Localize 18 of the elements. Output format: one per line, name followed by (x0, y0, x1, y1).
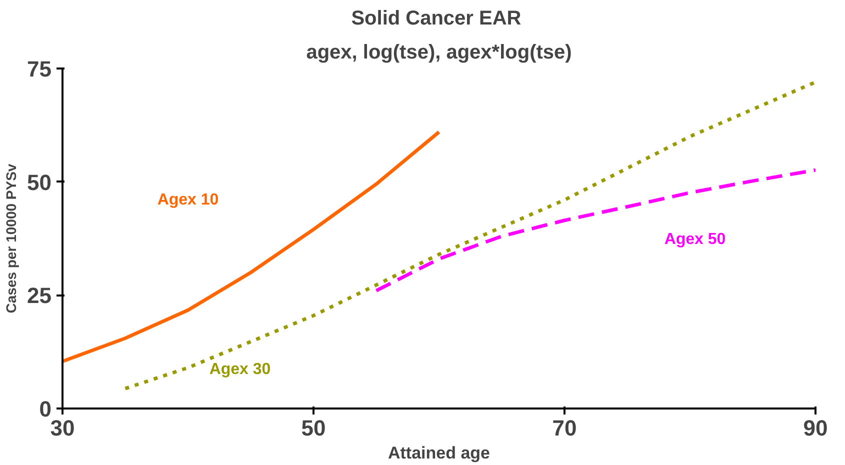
line-series (124, 80, 816, 390)
line-series (374, 168, 816, 292)
y-tick-label: 50 (27, 170, 52, 195)
line-series (62, 130, 441, 364)
x-tick-label: 50 (301, 416, 326, 440)
series-label: Agex 30 (209, 361, 271, 378)
x-tick-label: 90 (803, 416, 828, 440)
y-tick-label: 0 (39, 396, 52, 422)
text: Agex 10 (157, 192, 219, 209)
chart-subtitle: agex, log(tse), agex*log(tse) (306, 42, 572, 64)
x-tick-label: 70 (552, 416, 577, 440)
y-axis-title: Cases per 10000 PYSv (3, 164, 20, 314)
x-axis-title: Attained age (388, 444, 490, 462)
series-label: Agex 50 (664, 231, 726, 248)
y-tick-label: 25 (27, 283, 52, 308)
chart-title: Solid Cancer EAR (351, 8, 522, 30)
y-tick-label: 75 (27, 56, 52, 82)
x-tick-label: 30 (50, 416, 75, 440)
